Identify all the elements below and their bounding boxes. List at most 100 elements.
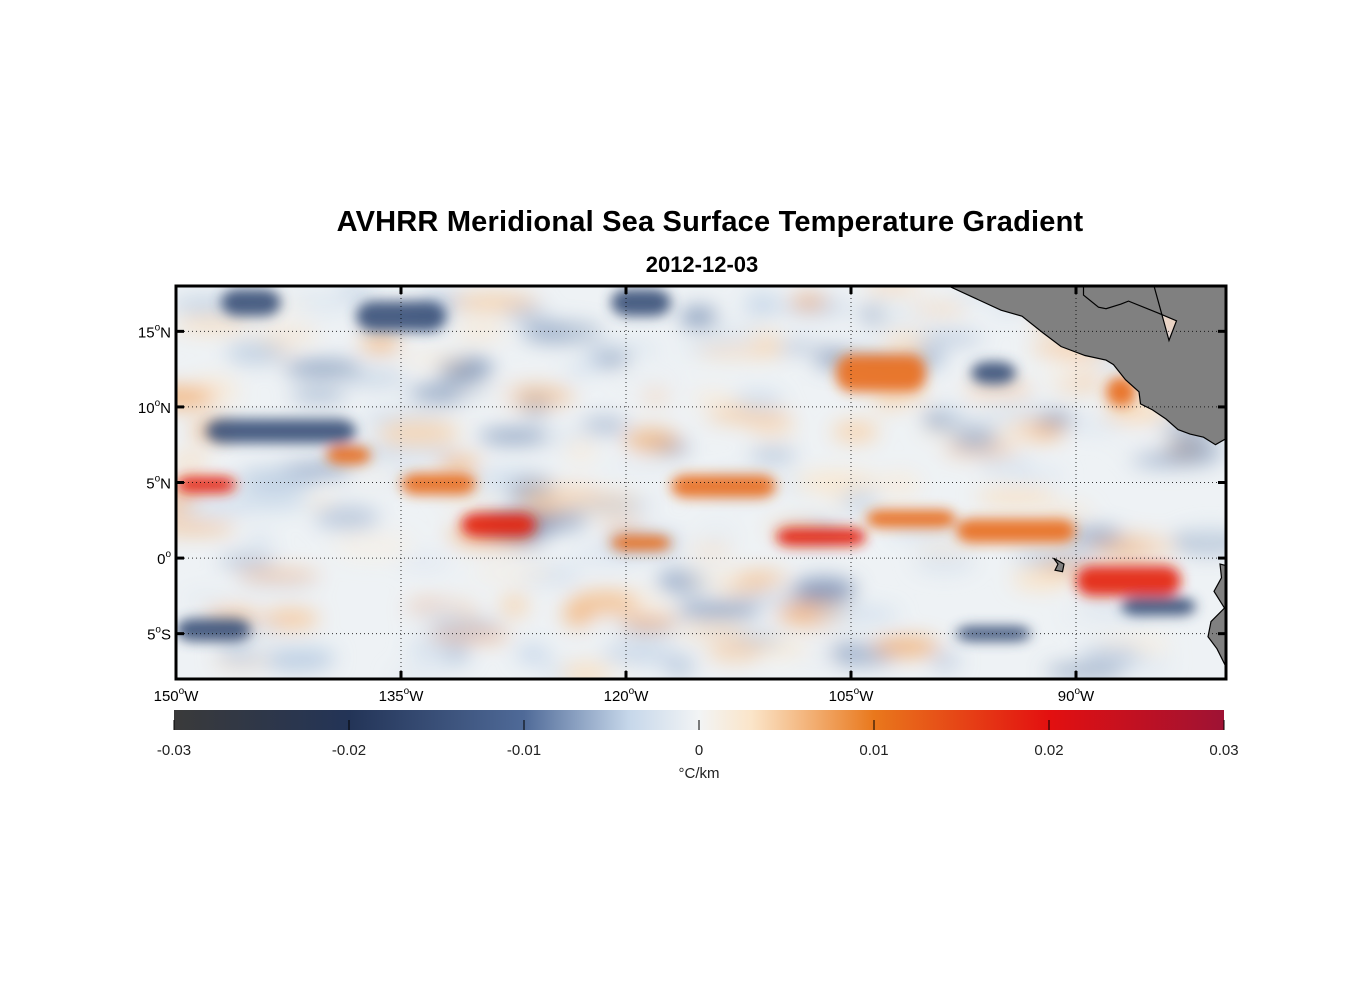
lon-label-135W: 135oW [379,686,425,705]
texture-blob [930,650,961,673]
texture-blob [1051,359,1109,374]
texture-blob [697,523,736,549]
cold-front-band [206,419,356,444]
colorbar-ticks: -0.03 -0.02 -0.01 0 0.01 0.02 0.03 [157,720,1239,759]
texture-blob [385,442,458,459]
texture-blob [327,532,414,548]
map-subtitle: 2012-12-03 [645,252,759,277]
lat-label-5S: 5oS [147,625,171,644]
texture-blob [1182,527,1226,547]
texture-blob [602,461,681,473]
texture-blob [337,542,412,561]
texture-blob [1005,468,1068,482]
cold-front-band [611,289,671,317]
texture-blob [749,449,798,462]
texture-blob [803,646,832,668]
land-masses [948,286,1226,679]
texture-blob [1036,413,1076,426]
texture-blob [451,293,538,311]
cold-front-band [356,301,446,332]
colorbar-tick-label: -0.01 [507,742,541,759]
texture-blob [814,606,900,623]
texture-blob [689,544,734,556]
texture-blob [562,661,611,679]
texture-blob [470,568,556,578]
colorbar-tick-label: 0 [695,742,703,759]
texture-blob [1058,610,1127,623]
texture-blob [182,592,231,606]
colorbar-tick-label: 0.01 [859,742,888,759]
land-central-america [948,286,1226,446]
texture-blob [437,456,480,473]
texture-blob [748,640,812,658]
texture-blob [674,601,762,620]
texture-blob [515,644,551,665]
texture-blob [1167,436,1217,450]
texture-blob [427,630,512,641]
texture-blob [235,467,318,493]
texture-blob [872,636,940,657]
texture-blob [917,541,971,553]
texture-blob [832,421,879,443]
texture-blob [176,316,251,334]
front-bands [176,289,1196,642]
colorbar-tick-label: 0.03 [1209,742,1238,759]
texture-blob [521,325,570,337]
texture-blob [1066,526,1123,545]
lon-label-105W: 105oW [829,686,875,705]
texture-blob [936,407,971,426]
cold-front-band [956,626,1031,642]
axis-ticks [174,286,1226,679]
texture-blob [707,640,763,662]
texture-blob [704,408,791,424]
texture-blob [664,653,696,679]
texture-blob [263,608,319,630]
texture-blob [1121,658,1173,672]
texture-blob [505,306,548,322]
texture-blob [975,489,1057,505]
cold-front-band [221,289,281,317]
colorbar-tick-label: -0.03 [157,742,191,759]
lat-label-5N: 5oN [146,474,171,493]
texture-blob [1044,505,1092,518]
texture-blob [304,497,336,508]
warm-front-band [611,535,671,551]
texture-blob [569,590,640,616]
texture-blob [734,390,783,412]
plot-area [176,286,1226,679]
texture-blob [692,391,733,407]
texture-blob [500,594,529,617]
texture-blob [1080,647,1143,663]
texture-blob [515,495,597,508]
texture-blob [1165,446,1226,461]
texture-blob [752,335,782,358]
texture-blob [410,604,466,622]
texture-blob [743,292,781,318]
warm-front-band [176,476,236,494]
texture-blob [290,387,348,403]
texture-blob [176,522,237,534]
lat-label-10N: 10oN [138,398,171,417]
texture-blob [455,320,505,342]
cold-front-band [176,618,251,642]
texture-blob [301,465,356,477]
texture-blob [236,570,321,581]
texture-blob [873,386,907,410]
lon-label-150W: 150oW [154,686,200,705]
texture-blob [1065,415,1125,435]
texture-blob [406,637,454,663]
warm-front-band [836,354,926,392]
texture-blob [975,401,1048,423]
warm-front-band [671,474,776,498]
texture-blob [565,438,597,464]
texture-blob [908,331,984,346]
texture-blob [601,644,675,665]
texture-blob [766,659,795,674]
lon-label-90W: 90oW [1058,686,1095,705]
texture-blob [910,303,968,315]
texture-blob [428,619,501,634]
texture-blob [839,487,880,513]
texture-blob [865,286,920,293]
map-title: AVHRR Meridional Sea Surface Temperature… [336,206,1084,238]
